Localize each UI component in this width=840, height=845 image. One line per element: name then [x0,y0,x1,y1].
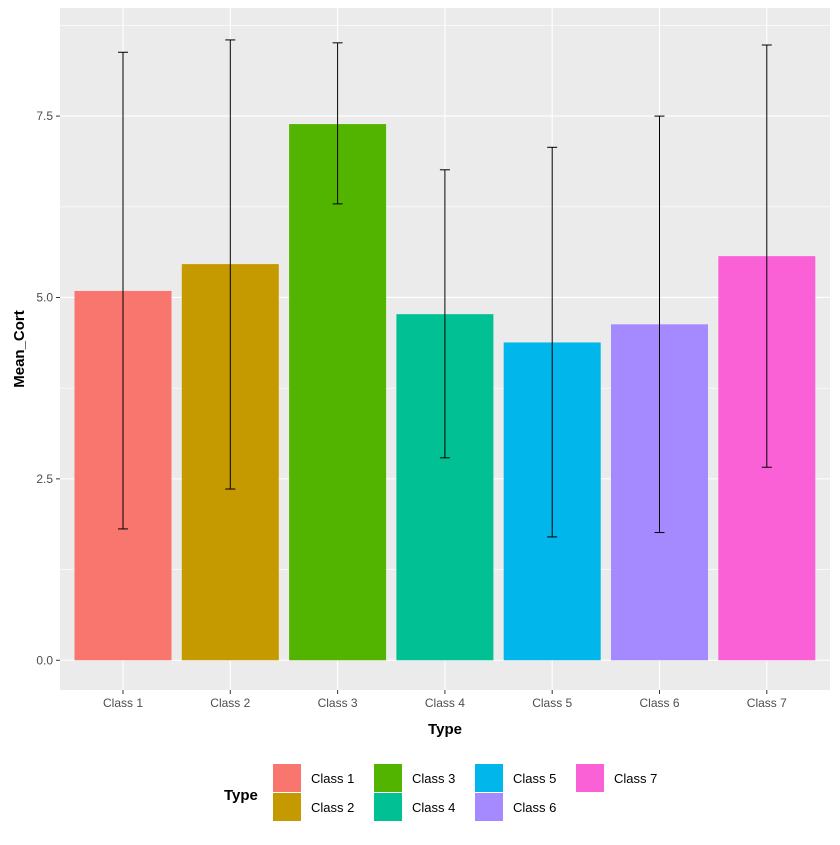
legend-key [374,793,402,821]
legend-label: Class 4 [412,800,455,815]
y-tick-label: 2.5 [36,472,53,486]
x-tick-label: Class 4 [425,696,465,710]
x-tick-label: Class 2 [210,696,250,710]
x-tick-label: Class 1 [103,696,143,710]
legend-key [475,764,503,792]
legend-key [374,764,402,792]
legend-key [273,764,301,792]
legend-label: Class 2 [311,800,354,815]
y-tick-label: 5.0 [36,290,53,304]
legend-key [273,793,301,821]
x-tick-label: Class 6 [639,696,679,710]
y-tick-label: 7.5 [36,109,53,123]
legend-label: Class 5 [513,771,556,786]
y-tick-label: 0.0 [36,653,53,667]
x-axis-title: Type [428,721,462,738]
legend-key [576,764,604,792]
legend-label: Class 6 [513,800,556,815]
legend-title: Type [224,787,258,804]
x-tick-label: Class 5 [532,696,572,710]
legend-label: Class 3 [412,771,455,786]
legend-key [475,793,503,821]
x-tick-label: Class 3 [318,696,358,710]
legend-label: Class 7 [614,771,657,786]
x-tick-label: Class 7 [747,696,787,710]
y-axis-title: Mean_Cort [11,310,28,388]
legend-label: Class 1 [311,771,354,786]
bar [289,124,387,661]
